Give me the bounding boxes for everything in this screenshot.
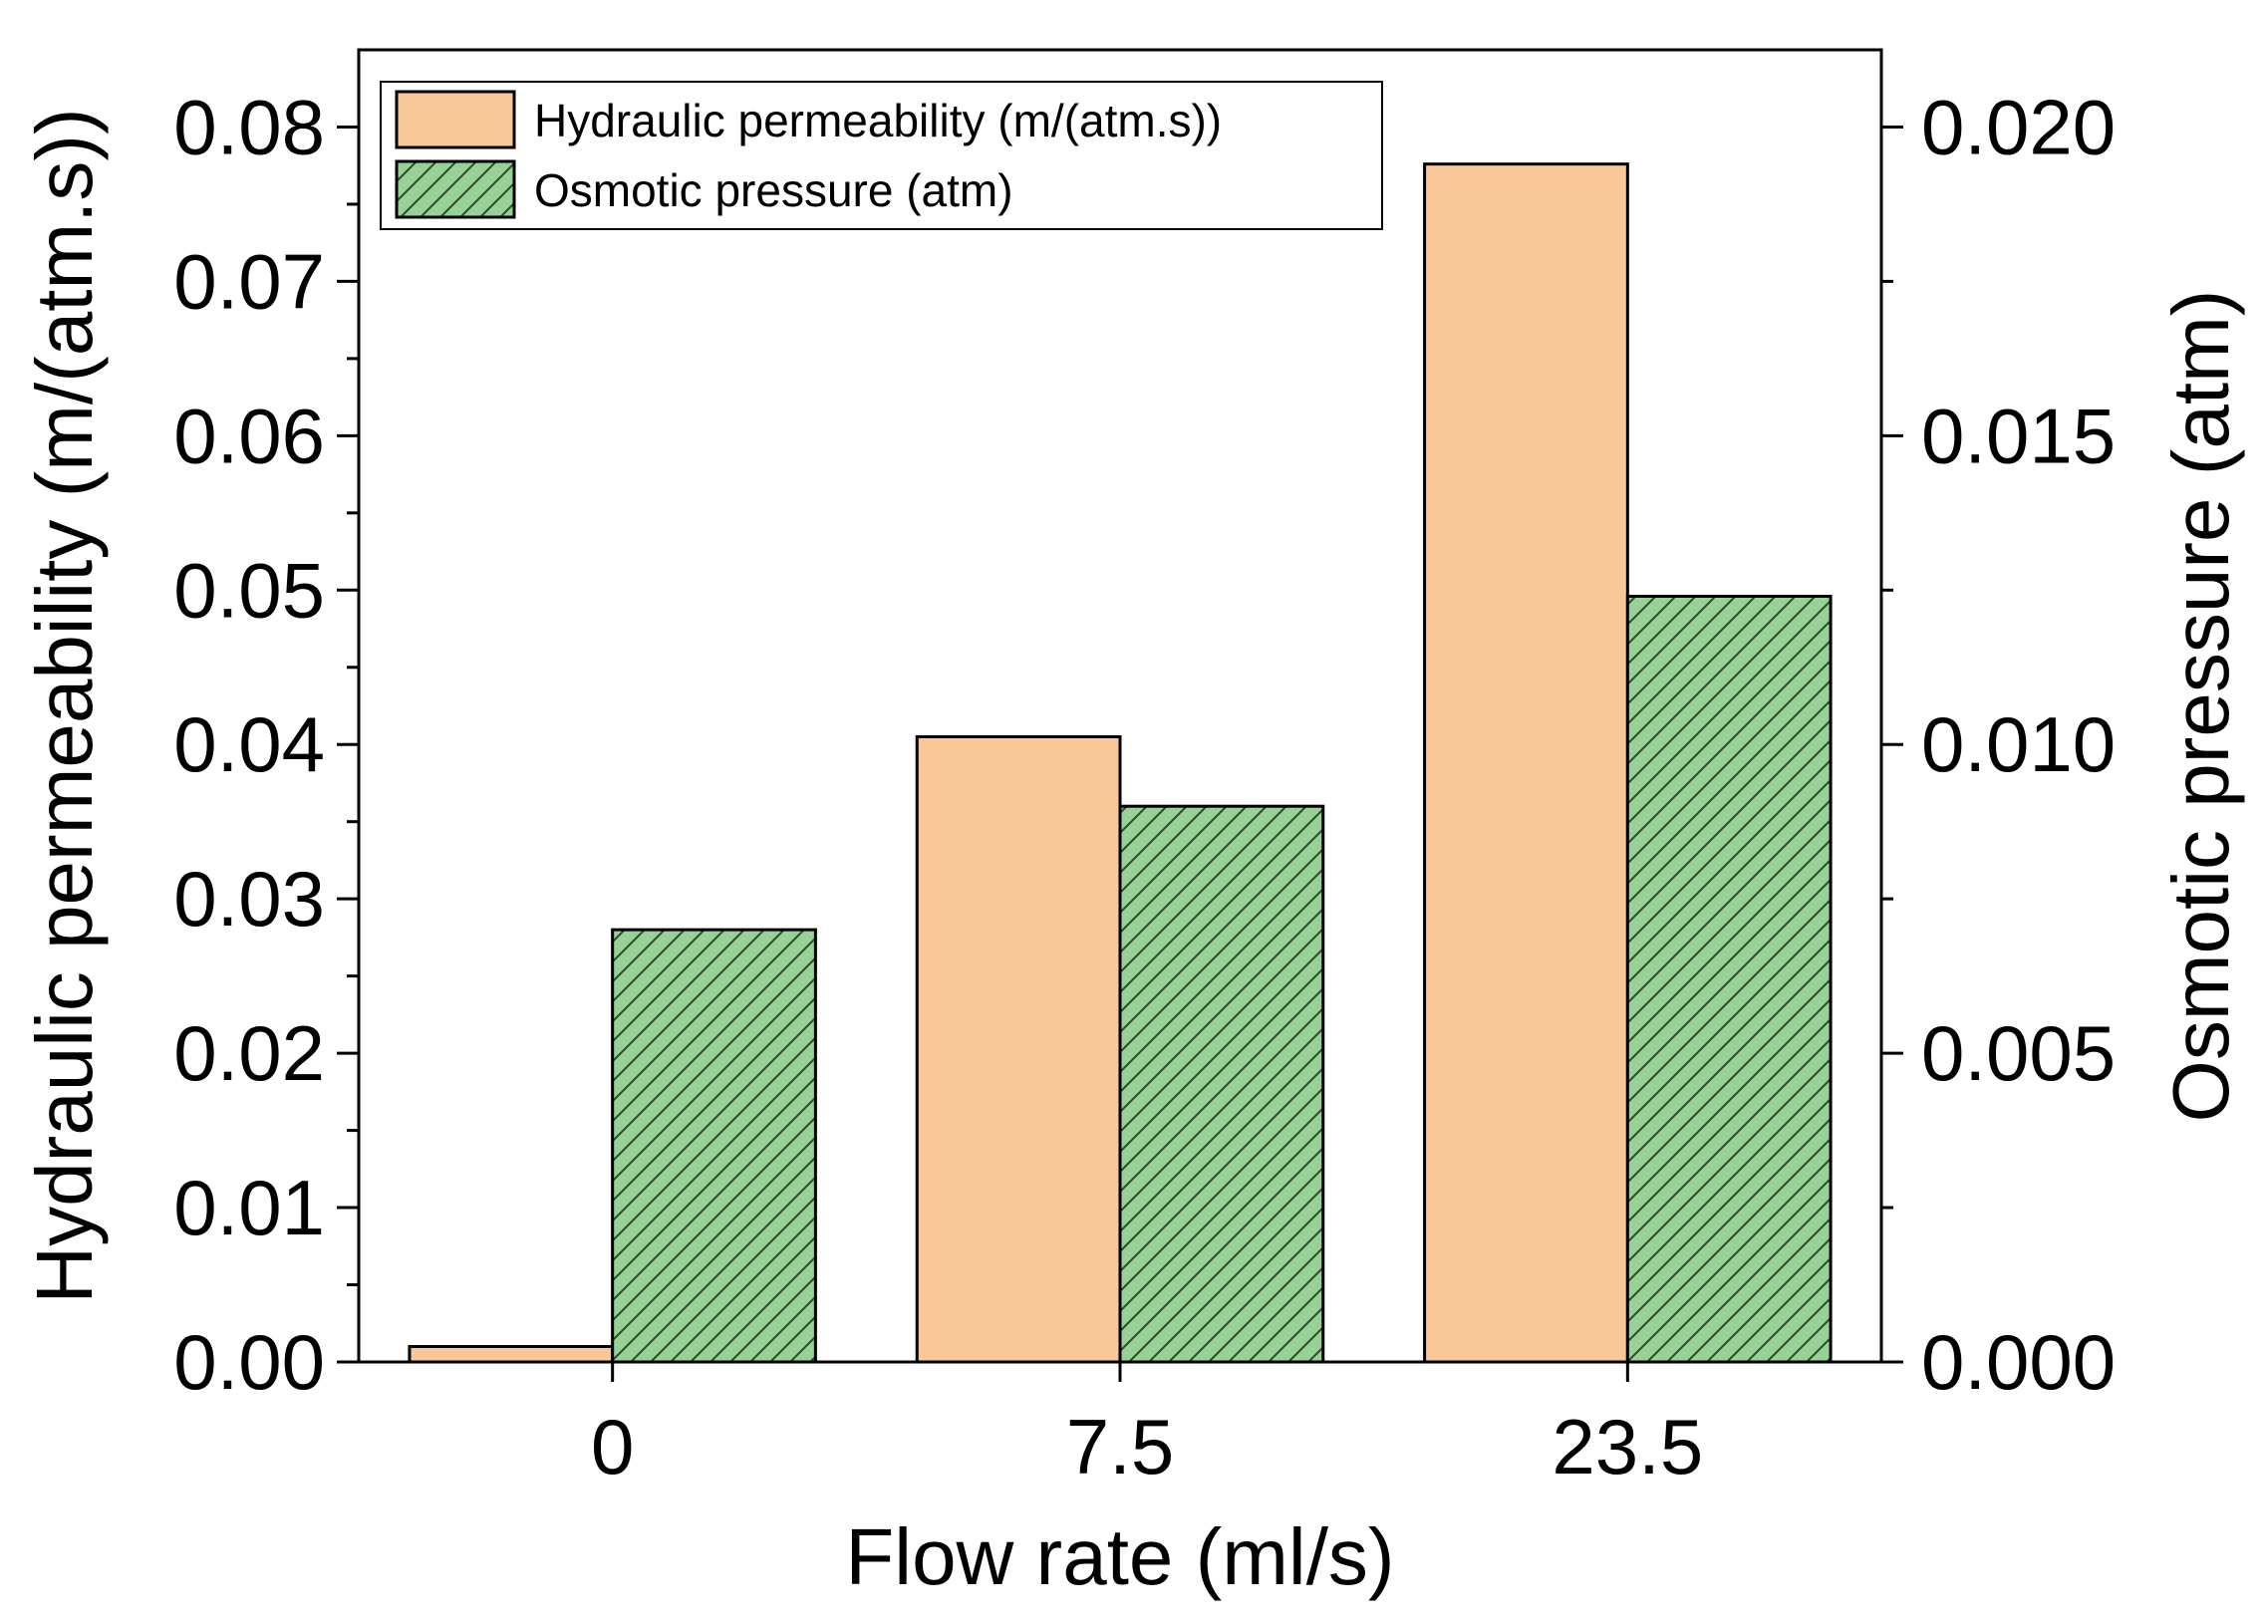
left-axis-ticks: 0.00 0.01 0.02 0.03 0.04 0.05 0.06 0.07 0.08: [173, 83, 359, 1406]
legend-swatch-osmotic-pressure: [395, 159, 516, 219]
left-tick-label: 0.06: [173, 392, 325, 479]
left-tick-label: 0.08: [173, 83, 325, 170]
right-tick-label: 0.000: [1921, 1318, 2116, 1406]
bar-osmotic-pressure-1: [1118, 804, 1325, 1364]
x-tick-label: 23.5: [1552, 1403, 1703, 1490]
legend-label-hydraulic-permeability: Hydraulic permeability (m/(atm.s)): [534, 95, 1222, 146]
hydraulic-permeability-bars: [408, 162, 1629, 1364]
right-tick-label: 0.005: [1921, 1009, 2116, 1097]
bar-hydraulic-permeability-2: [1423, 162, 1629, 1364]
bar-hydraulic-permeability-1: [915, 734, 1122, 1364]
bar-hydraulic-permeability-0: [408, 1345, 615, 1364]
legend-swatch-hydraulic-permeability: [395, 90, 516, 149]
right-tick-label: 0.020: [1921, 83, 2116, 170]
left-y-axis-title: Hydraulic permeability (m/(atm.s)): [20, 108, 109, 1303]
osmotic-pressure-bars: [611, 594, 1833, 1364]
left-tick-label: 0.01: [173, 1164, 325, 1251]
left-tick-label: 0.07: [173, 237, 325, 325]
x-axis-title: Flow rate (ml/s): [845, 1512, 1394, 1601]
right-tick-label: 0.015: [1921, 392, 2116, 479]
x-tick-label: 0: [591, 1403, 634, 1490]
right-axis-ticks: 0.000 0.005 0.010 0.015 0.020: [1881, 83, 2116, 1406]
bar-osmotic-pressure-2: [1625, 594, 1833, 1364]
left-tick-label: 0.00: [173, 1318, 325, 1406]
left-tick-label: 0.03: [173, 855, 325, 943]
bar-osmotic-pressure-0: [611, 928, 817, 1364]
right-y-axis-title: Osmotic pressure (atm): [2156, 290, 2245, 1123]
left-tick-label: 0.04: [173, 700, 325, 788]
legend-label-osmotic-pressure: Osmotic pressure (atm): [534, 164, 1013, 216]
left-tick-label: 0.05: [173, 546, 325, 634]
legend: Hydraulic permeability (m/(atm.s)) Osmot…: [380, 81, 1383, 230]
x-tick-label: 7.5: [1066, 1403, 1174, 1490]
x-axis-ticks: 0 7.5 23.5: [591, 1362, 1703, 1490]
legend-box: [380, 81, 1383, 230]
left-tick-label: 0.02: [173, 1009, 325, 1097]
right-tick-label: 0.010: [1921, 700, 2116, 788]
